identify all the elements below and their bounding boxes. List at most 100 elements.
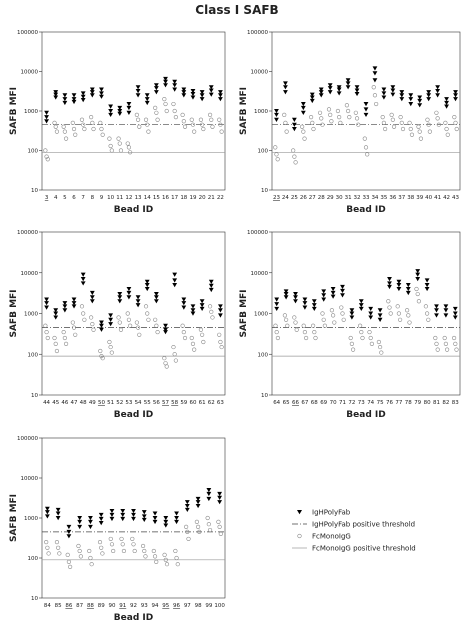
x-tick-label: 23 <box>273 195 280 201</box>
x-tick-label: 18 <box>180 195 187 201</box>
polyfab-point <box>55 516 61 521</box>
monoigg-point <box>415 291 420 297</box>
polyfab-point <box>302 301 308 306</box>
polyfab-point <box>381 87 387 92</box>
x-tick-label: 24 <box>282 195 289 201</box>
polyfab-point <box>336 91 342 96</box>
polyfab-point <box>300 110 306 116</box>
polyfab-point <box>152 519 158 525</box>
polyfab-point <box>390 85 396 90</box>
monoigg-point <box>171 344 176 350</box>
monoigg-point <box>378 344 383 350</box>
monoigg-point <box>217 524 222 529</box>
monoigg-point <box>345 108 351 114</box>
polyfab-point <box>62 301 68 306</box>
x-tick-label: 66 <box>292 400 299 406</box>
polyfab-point <box>274 302 280 307</box>
polyfab-point <box>330 290 336 296</box>
monoigg-point <box>73 132 78 137</box>
monoigg-point <box>119 536 124 542</box>
x-tick-label: 74 <box>367 400 374 406</box>
monoigg-point <box>427 129 432 134</box>
x-tick-label: 54 <box>135 400 142 406</box>
monoigg-point <box>173 358 178 363</box>
polyfab-point <box>117 295 123 300</box>
x-tick-label: 34 <box>371 195 378 201</box>
monoigg-point <box>46 551 51 556</box>
monoigg-point <box>174 555 179 561</box>
polyfab-point <box>77 524 83 530</box>
monoigg-point <box>453 341 458 346</box>
monoigg-point <box>109 148 114 153</box>
monoigg-point <box>175 562 180 567</box>
x-tick-label: 69 <box>320 400 327 406</box>
monoigg-point <box>416 124 421 129</box>
y-tick-label: 1000 <box>254 312 268 318</box>
monoigg-point <box>130 536 135 542</box>
monoigg-point <box>81 311 86 316</box>
monoigg-point <box>444 126 449 132</box>
monoigg-point <box>108 344 113 350</box>
monoigg-point <box>131 542 136 547</box>
monoigg-point <box>319 116 324 121</box>
monoigg-point <box>88 555 93 561</box>
monoigg-point <box>184 524 189 529</box>
monoigg-point <box>383 126 388 132</box>
monoigg-point <box>453 120 458 125</box>
y-tick-label: 1000 <box>24 516 38 522</box>
polyfab-point <box>283 292 289 297</box>
polyfab-point <box>89 299 95 304</box>
polyfab-point <box>135 93 141 98</box>
x-tick-label: 95 <box>162 603 169 609</box>
polyfab-point <box>55 511 61 516</box>
polyfab-point <box>108 313 114 318</box>
polyfab-point <box>172 87 178 92</box>
polyfab-point <box>77 519 83 525</box>
polyfab-point <box>53 315 59 320</box>
monoigg-point <box>44 154 49 159</box>
polyfab-point <box>62 93 68 98</box>
polyfab-point <box>108 322 114 327</box>
x-tick-label: 71 <box>339 400 346 406</box>
polyfab-point <box>163 83 168 88</box>
x-tick-label: 3 <box>45 195 49 201</box>
monoigg-point <box>43 323 48 328</box>
monoigg-point <box>329 119 334 124</box>
polyfab-point <box>372 78 378 83</box>
monoigg-point <box>61 329 66 335</box>
polyfab-point <box>53 90 59 95</box>
monoigg-point <box>128 150 133 155</box>
polyfab-point <box>206 491 212 497</box>
polyfab-point <box>172 278 178 283</box>
polyfab-point <box>126 105 132 111</box>
monoigg-point <box>164 364 169 369</box>
polyfab-point <box>426 90 432 95</box>
x-tick-label: 48 <box>80 400 87 406</box>
polyfab-point <box>71 93 77 98</box>
monoigg-point <box>45 157 50 162</box>
x-tick-label: 25 <box>291 195 298 201</box>
polyfab-point <box>89 87 95 92</box>
monoigg-point <box>282 313 288 318</box>
x-tick-label: 44 <box>43 400 50 406</box>
x-tick-label: 43 <box>452 195 459 201</box>
monoigg-point <box>210 315 215 320</box>
polyfab-point <box>208 279 214 284</box>
y-tick-label: 10000 <box>21 70 39 76</box>
monoigg-point <box>301 323 306 328</box>
polyfab-point <box>126 286 132 292</box>
monoigg-point <box>284 317 289 322</box>
monoigg-point <box>423 304 429 309</box>
polyfab-point <box>274 306 280 312</box>
polyfab-point <box>218 93 223 98</box>
polyfab-point <box>349 308 355 313</box>
x-tick-label: 89 <box>98 603 105 609</box>
x-tick-label: 51 <box>107 400 114 406</box>
monoigg-point <box>182 335 188 341</box>
x-tick-label: 61 <box>199 400 206 406</box>
polyfab-point <box>293 295 298 300</box>
monoigg-point <box>300 124 305 129</box>
monoigg-point <box>90 120 95 125</box>
monoigg-point <box>89 315 94 320</box>
polyfab-point <box>452 315 458 320</box>
